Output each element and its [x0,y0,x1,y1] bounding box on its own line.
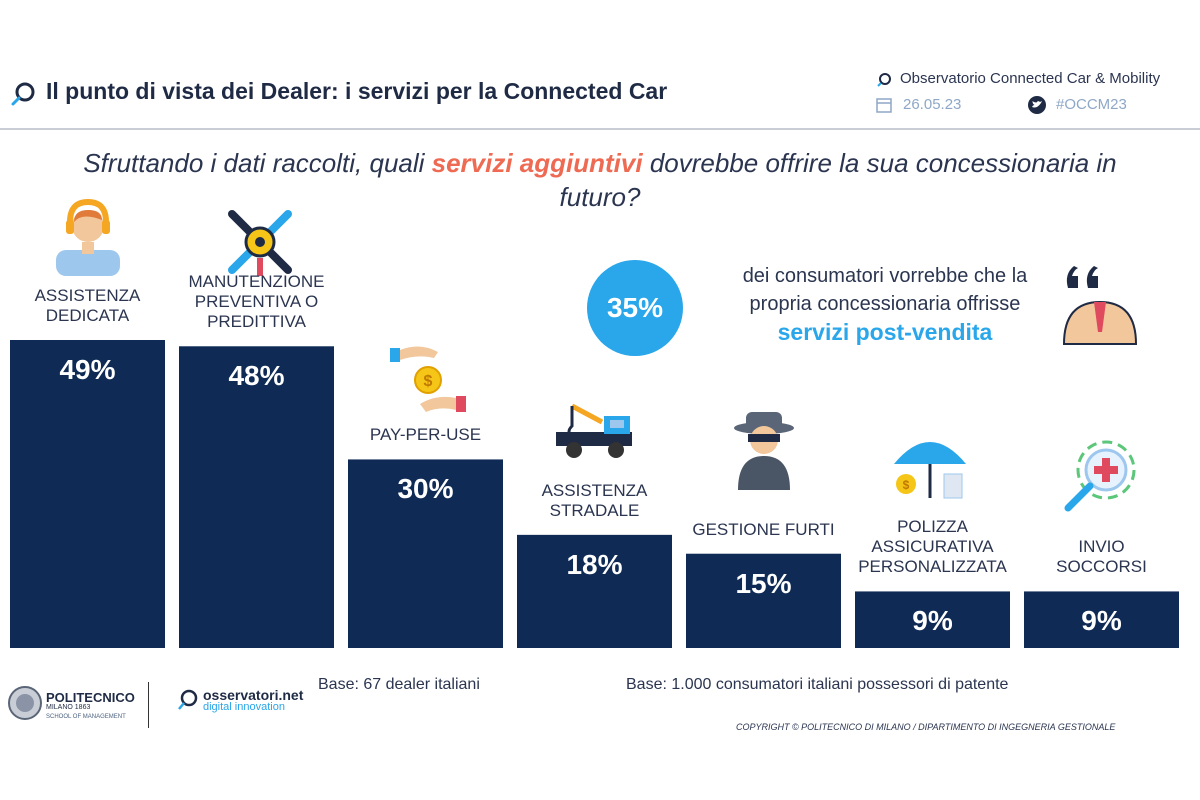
question-highlight: servizi aggiuntivi [431,148,643,178]
category-label-line: STRADALE [549,500,640,520]
bar-1 [10,340,165,648]
survey-question: Sfruttando i dati raccolti, quali serviz… [60,146,1140,214]
category-label-6: POLIZZA ASSICURATIVA PERSONALIZZATA [845,517,1020,577]
header-divider [0,128,1200,130]
magnifier-small-icon [877,73,891,87]
stat-circle: 35% [587,260,683,356]
category-label-line: ASSICURATIVA [871,537,994,557]
category-label-4: ASSISTENZA STRADALE [507,481,682,521]
category-label-2: MANUTENZIONE PREVENTIVA O PREDITTIVA [169,272,344,332]
copyright-notice: COPYRIGHT © POLITECNICO DI MILANO / DIPA… [736,722,1116,732]
bar-value-label-6: 9% [912,605,953,637]
tow-truck-icon [556,403,632,458]
stat-highlight: servizi post-vendita [777,319,993,345]
svg-text:$: $ [903,478,910,492]
footer-divider [148,682,149,728]
osservatori-logo-sub: digital innovation [203,701,285,713]
umbrella-insurance-icon: $ [894,442,966,499]
bar-2 [179,346,334,648]
polimi-logo-name: POLITECNICO [46,690,135,705]
category-label-line: ASSISTENZA [34,286,141,305]
twitter-icon [1028,96,1046,114]
category-label-line: INVIO [1078,537,1125,557]
category-label-5: GESTIONE FURTI [676,520,851,540]
observatory-name: Observatorio Connected Car & Mobility [900,70,1161,87]
tools-inspection-icon [228,210,292,276]
category-label-line: SOCCORSI [1056,557,1147,577]
category-label-line: PAY-PER-USE [369,425,482,445]
category-label-7: INVIO SOCCORSI [1014,537,1189,577]
bar-value-label-4: 18% [566,548,623,580]
headset-agent-icon [56,198,120,276]
stat-text: dei consumatori vorrebbe che la propria … [700,262,1070,346]
category-label-line: ASSISTENZA [541,480,648,500]
quote-person-icon [1062,266,1138,345]
category-label-line: PREDITTIVA [207,312,306,332]
bar-value-label-7: 9% [1081,605,1122,637]
svg-text:$: $ [424,373,433,390]
base-consumers-note: Base: 1.000 consumatori italiani possess… [626,676,1009,693]
bar-5 [686,553,841,648]
polimi-logo-sub: MILANO 1863 [46,704,91,711]
magnifier-logo-icon [11,82,35,106]
category-label-line: DEDICATA [45,306,130,325]
calendar-icon [876,98,892,113]
category-label-line: PERSONALIZZATA [858,557,1007,577]
category-label-3: PAY-PER-USE [338,425,513,445]
bar-value-label-2: 48% [228,360,285,392]
osservatori-logo-name: osservatori.net [203,687,304,703]
event-date: 26.05.23 [903,96,962,113]
stat-line-2: propria concessionaria offrisse [749,293,1021,315]
polimi-seal-icon [8,686,42,720]
bar-7 [1024,591,1179,648]
question-text-start: Sfruttando i dati raccolti, quali [83,148,432,178]
hashtag: #OCCM23 [1056,96,1127,113]
bar-3 [348,459,503,648]
bar-value-label-5: 15% [735,567,792,599]
bar-4 [517,534,672,648]
category-label-line: PREVENTIVA O [194,292,319,312]
bar-value-label-3: 30% [397,473,454,505]
thief-icon [734,412,794,490]
bar-6 [855,591,1010,648]
pay-per-use-icon: $ [390,346,466,412]
osservatori-logo-icon [178,689,198,710]
category-label-line: MANUTENZIONE [188,272,325,292]
category-label-1: ASSISTENZA DEDICATA [0,286,175,326]
category-label-line: GESTIONE FURTI [692,519,835,539]
question-text-end: dovrebbe offrire la sua concessionaria i… [559,148,1117,212]
page-title: Il punto di vista dei Dealer: i servizi … [46,78,668,104]
base-dealers-note: Base: 67 dealer italiani [318,676,480,693]
medical-search-icon [1064,440,1136,512]
stat-line-1: dei consumatori vorrebbe che la [742,265,1028,287]
category-label-line: POLIZZA [897,517,968,537]
bar-value-label-1: 49% [59,354,116,385]
polimi-logo-school: SCHOOL OF MANAGEMENT [46,714,126,720]
